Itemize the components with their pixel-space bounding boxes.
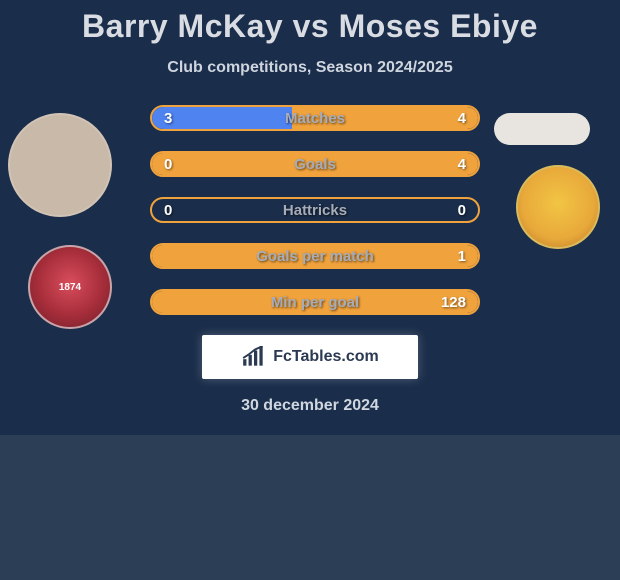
stat-bars: 34Matches 04Goals 00Hattricks 1Goals per ma…: [140, 105, 480, 315]
stat-row: 34Matches: [150, 105, 480, 131]
club-left-badge: 1874: [28, 245, 112, 329]
stat-row: 1Goals per match: [150, 243, 480, 269]
stat-label: Hattricks: [152, 202, 478, 219]
date-text: 30 december 2024: [0, 397, 620, 415]
player-left-avatar: [8, 113, 112, 217]
brand-footer: FcTables.com: [202, 335, 418, 379]
stat-row: 04Goals: [150, 151, 480, 177]
stat-row: 128Min per goal: [150, 289, 480, 315]
subtitle: Club competitions, Season 2024/2025: [0, 59, 620, 77]
page-title: Barry McKay vs Moses Ebiye: [0, 0, 620, 45]
chart-icon: [241, 346, 267, 368]
comparison-area: 1874 34Matches 04Goals 00Hattricks 1Goals p…: [0, 105, 620, 315]
stat-label: Goals: [152, 156, 478, 173]
player-right-avatar: [494, 113, 590, 145]
stat-row: 00Hattricks: [150, 197, 480, 223]
stat-label: Min per goal: [152, 294, 478, 311]
stat-label: Goals per match: [152, 248, 478, 265]
club-right-badge: [516, 165, 600, 249]
badge-left-year: 1874: [59, 282, 81, 293]
stat-label: Matches: [152, 110, 478, 127]
brand-text: FcTables.com: [273, 348, 379, 366]
